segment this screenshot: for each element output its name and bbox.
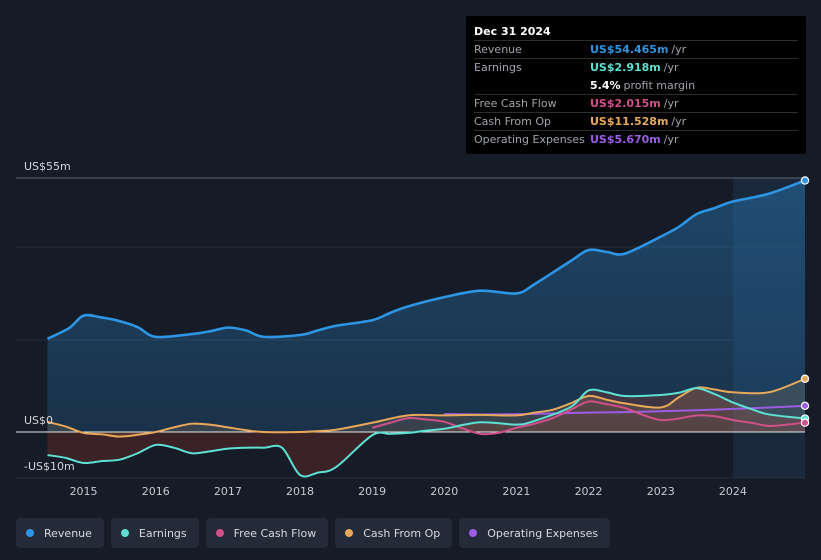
tooltip-row: Free Cash Flow US$2.015m/yr [474,93,798,112]
opex-line [444,404,806,416]
tooltip-row: Earnings US$2.918m/yr [474,58,798,76]
tooltip-row-unit: /yr [663,96,679,110]
x-tick-label: 2022 [575,485,603,498]
legend-dot-icon [215,529,224,537]
legend-item-operating-expenses[interactable]: Operating Expenses [459,518,611,548]
tooltip-row-label: Cash From Op [474,115,552,129]
tooltip-row-unit: profit margin [623,78,696,92]
tooltip-row: Revenue US$54.465m/yr [474,40,798,58]
x-tick-label: 2015 [70,485,98,498]
legend-item-revenue[interactable]: Revenue [16,518,104,548]
tooltip-row-value: US$2.918m [590,61,661,75]
x-tick-label: 2016 [142,485,170,498]
tooltip-date: Dec 31 2024 [474,25,551,38]
tooltip-row-value: US$5.670m [590,133,661,147]
legend: Revenue Earnings Free Cash Flow Cash From O… [16,518,617,548]
tooltip-row-value: 5.4% [590,78,621,92]
x-tick-label: 2019 [358,485,386,498]
x-tick-label: 2017 [214,485,242,498]
revenue-line [46,179,806,340]
earnings-line [47,387,806,478]
tooltip-row-label: Free Cash Flow [474,96,557,110]
opex-end-marker [800,401,810,411]
tooltip-row-unit: /yr [671,43,687,56]
tooltip-row: 5.4% profit margin [474,77,798,94]
tooltip-row-unit: /yr [663,61,679,75]
legend-label: Free Cash Flow [233,526,317,540]
tooltip-row-value: US$11.528m [590,115,669,129]
y-axis-label-bottom: -US$10m [24,460,75,473]
tooltip-row-label: Operating Expenses [474,133,585,147]
fcf-line [371,400,806,436]
x-tick-label: 2021 [502,485,530,498]
legend-label: Operating Expenses [487,526,599,540]
legend-item-earnings[interactable]: Earnings [110,518,199,548]
cfo-end-marker [800,374,810,383]
tooltip-row-value: US$2.015m [590,96,661,110]
fcf-end-marker [800,418,810,427]
tooltip-row-label: Earnings [474,61,522,75]
tooltip-row-unit: /yr [671,115,687,129]
x-tick-label: 2023 [647,485,675,498]
cash-from-op-area [47,378,805,437]
tooltip-row-unit: /yr [663,133,679,147]
tooltip-row-label [474,77,590,94]
earnings-area [47,388,805,477]
legend-dot-icon [120,529,129,537]
tooltip-panel: Dec 31 2024 Revenue US$54.465m/yr Earnings… [466,16,806,154]
y-axis-label-zero: US$0 [24,414,53,427]
legend-label: Revenue [44,526,92,540]
legend-label: Earnings [138,526,187,540]
legend-dot-icon [469,529,478,537]
x-tick-label: 2018 [286,485,314,498]
x-tick-label: 2020 [430,485,458,498]
tooltip-row: Cash From Op US$11.528m/yr [474,112,798,130]
tooltip-row: Operating Expenses US$5.670m/yr [474,130,798,148]
legend-item-cash-from-op[interactable]: Cash From Op [335,518,453,548]
legend-dot-icon [26,529,34,537]
revenue-end-marker [800,176,810,185]
cfo-line [47,377,806,438]
y-axis-label-top: US$55m [24,160,71,173]
revenue-area [47,180,805,432]
x-tick-label: 2024 [719,485,747,498]
legend-item-free-cash-flow[interactable]: Free Cash Flow [205,518,329,548]
legend-label: Cash From Op [363,526,441,540]
legend-dot-icon [345,529,354,537]
tooltip-row-label: Revenue [474,43,522,56]
tooltip-row-value: US$54.465m [590,43,669,56]
